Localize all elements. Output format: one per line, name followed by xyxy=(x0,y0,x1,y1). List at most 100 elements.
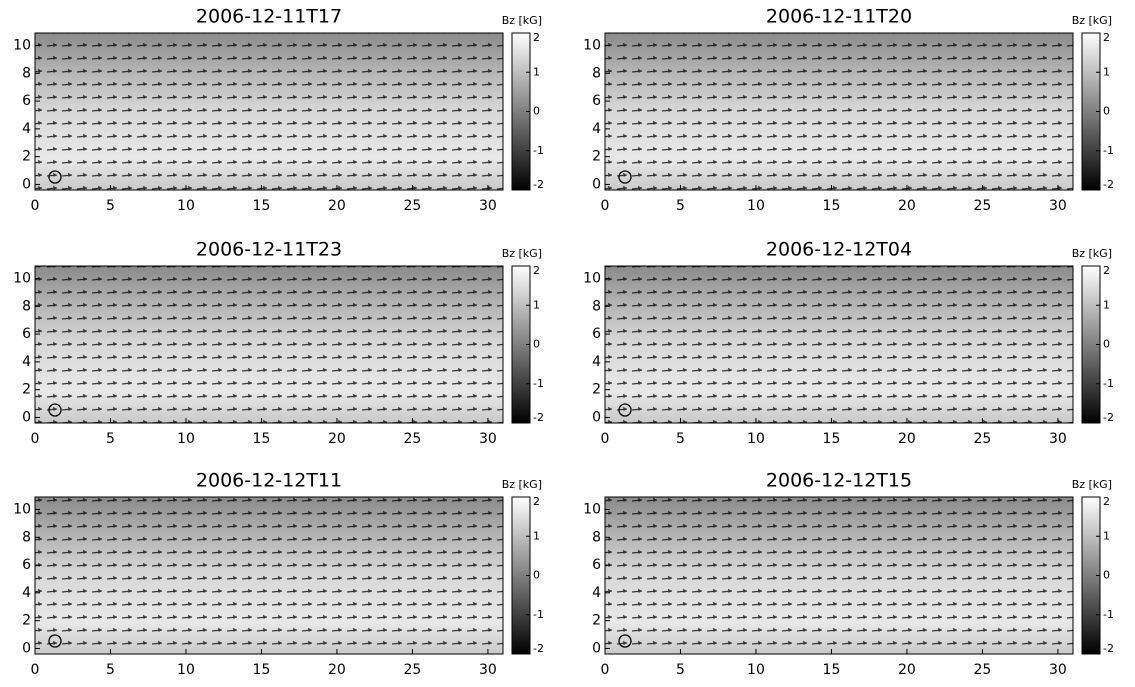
vector-arrows xyxy=(35,266,503,423)
colorbar-tick-label: 1 xyxy=(533,529,540,542)
y-tick-label: 0 xyxy=(22,640,31,656)
colorbar-tick-label: -2 xyxy=(1103,411,1114,424)
x-tick-label: 5 xyxy=(676,431,685,447)
y-tick-label: 4 xyxy=(592,121,601,137)
x-tick-label: 30 xyxy=(1049,431,1067,447)
y-tick-label: 6 xyxy=(22,326,31,342)
colorbar-label: Bz [kG] xyxy=(1072,478,1112,491)
x-tick-label: 5 xyxy=(676,198,685,214)
x-tick-label: 0 xyxy=(601,662,610,678)
colorbar-tick-label: -2 xyxy=(1103,642,1114,655)
x-tick-label: 20 xyxy=(898,198,916,214)
x-tick-label: 0 xyxy=(601,198,610,214)
colorbar-tick-label: 2 xyxy=(533,495,540,508)
colorbar-tick-label: -1 xyxy=(533,377,544,390)
x-tick-label: 25 xyxy=(974,431,992,447)
colorbar-tick-label: 1 xyxy=(1103,298,1110,311)
y-tick-label: 4 xyxy=(592,585,601,601)
vector-arrows xyxy=(605,497,1073,654)
y-tick-label: 10 xyxy=(13,271,31,287)
colorbar-tick-label: -2 xyxy=(533,642,544,655)
colorbar-tick-label: 0 xyxy=(1103,338,1110,351)
colorbar-tick-label: -1 xyxy=(1103,144,1114,157)
y-tick-label: 2 xyxy=(22,613,31,629)
y-tick-label: 8 xyxy=(592,529,601,545)
x-tick-label: 10 xyxy=(747,431,765,447)
beam-marker xyxy=(48,403,62,417)
panel-title: 2006-12-11T20 xyxy=(766,6,912,28)
colorbar-tick-label: -2 xyxy=(533,178,544,191)
y-tick-label: 8 xyxy=(22,65,31,81)
vector-arrows xyxy=(35,497,503,654)
colorbar-tick-label: 2 xyxy=(1103,495,1110,508)
x-tick-label: 20 xyxy=(898,431,916,447)
beam-marker xyxy=(48,170,62,184)
vector-arrows xyxy=(35,33,503,190)
x-tick-label: 15 xyxy=(823,431,841,447)
colorbar-label: Bz [kG] xyxy=(1072,14,1112,27)
x-tick-label: 20 xyxy=(898,662,916,678)
panel-title: 2006-12-12T15 xyxy=(766,470,912,492)
y-tick-label: 6 xyxy=(592,557,601,573)
colorbar-tick-label: -2 xyxy=(533,411,544,424)
y-tick-label: 6 xyxy=(22,93,31,109)
x-tick-label: 10 xyxy=(747,198,765,214)
y-tick-label: 4 xyxy=(592,354,601,370)
x-tick-label: 30 xyxy=(479,198,497,214)
x-tick-label: 30 xyxy=(1049,198,1067,214)
y-tick-label: 8 xyxy=(592,65,601,81)
y-tick-label: 2 xyxy=(592,613,601,629)
panel-title: 2006-12-12T04 xyxy=(766,239,912,261)
x-tick-label: 15 xyxy=(823,662,841,678)
colorbar-tick-label: -1 xyxy=(1103,377,1114,390)
colorbar-tick-label: 0 xyxy=(533,569,540,582)
colorbar-tick-label: 0 xyxy=(533,338,540,351)
y-tick-label: 6 xyxy=(22,557,31,573)
y-tick-label: 10 xyxy=(583,271,601,287)
panel-title: 2006-12-11T17 xyxy=(196,6,342,28)
x-tick-label: 25 xyxy=(404,431,422,447)
plot-frame xyxy=(34,265,504,424)
y-tick-label: 2 xyxy=(592,149,601,165)
panel-title: 2006-12-11T23 xyxy=(196,239,342,261)
colorbar-tick-label: 0 xyxy=(1103,105,1110,118)
y-tick-label: 0 xyxy=(592,640,601,656)
colorbar-tick-label: 2 xyxy=(1103,264,1110,277)
x-tick-label: 15 xyxy=(253,662,271,678)
colorbar-tick-label: -1 xyxy=(1103,608,1114,621)
x-tick-label: 0 xyxy=(31,198,40,214)
colorbar-tick-label: 1 xyxy=(533,65,540,78)
colorbar-tick-label: -1 xyxy=(533,608,544,621)
x-tick-label: 15 xyxy=(253,198,271,214)
y-tick-label: 0 xyxy=(22,176,31,192)
x-tick-label: 25 xyxy=(974,198,992,214)
y-tick-label: 4 xyxy=(22,354,31,370)
x-tick-label: 10 xyxy=(177,662,195,678)
plot-frame xyxy=(604,32,1074,191)
y-tick-label: 0 xyxy=(22,409,31,425)
y-tick-label: 2 xyxy=(22,382,31,398)
y-tick-label: 0 xyxy=(592,176,601,192)
x-tick-label: 5 xyxy=(676,662,685,678)
x-tick-label: 5 xyxy=(106,662,115,678)
beam-marker xyxy=(618,634,632,648)
colorbar-tick-label: 2 xyxy=(1103,31,1110,44)
x-tick-label: 25 xyxy=(974,662,992,678)
y-tick-label: 10 xyxy=(13,502,31,518)
x-tick-label: 5 xyxy=(106,198,115,214)
x-tick-label: 0 xyxy=(601,431,610,447)
colorbar-label: Bz [kG] xyxy=(502,247,542,260)
y-tick-label: 2 xyxy=(592,382,601,398)
y-tick-label: 6 xyxy=(592,326,601,342)
x-tick-label: 25 xyxy=(404,662,422,678)
y-tick-label: 10 xyxy=(583,38,601,54)
plot-frame xyxy=(604,265,1074,424)
beam-marker xyxy=(618,403,632,417)
colorbar-tick-label: 2 xyxy=(533,31,540,44)
plot-frame xyxy=(34,496,504,655)
x-tick-label: 20 xyxy=(328,198,346,214)
colorbar-tick-label: -1 xyxy=(533,144,544,157)
x-tick-label: 20 xyxy=(328,431,346,447)
panel-title: 2006-12-12T11 xyxy=(196,470,342,492)
